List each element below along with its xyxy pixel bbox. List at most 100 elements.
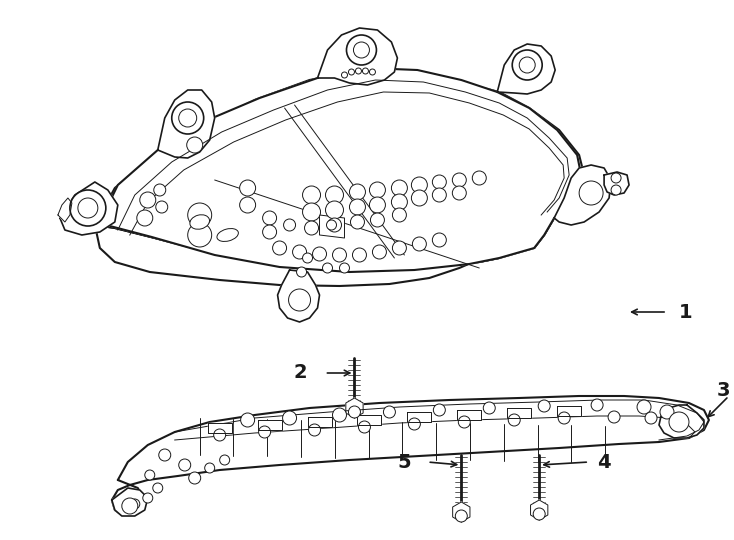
Circle shape (458, 416, 470, 428)
Circle shape (660, 405, 674, 419)
Circle shape (369, 69, 375, 75)
Circle shape (608, 411, 620, 423)
Circle shape (358, 421, 371, 433)
Circle shape (669, 412, 689, 432)
Text: 2: 2 (294, 363, 308, 382)
Circle shape (391, 194, 407, 210)
Circle shape (130, 499, 139, 509)
Circle shape (341, 72, 347, 78)
Circle shape (153, 483, 163, 493)
Polygon shape (554, 165, 611, 225)
Circle shape (483, 402, 495, 414)
Circle shape (188, 223, 211, 247)
Circle shape (205, 463, 214, 473)
Circle shape (432, 188, 446, 202)
Circle shape (263, 211, 277, 225)
Circle shape (325, 201, 344, 219)
Polygon shape (308, 417, 332, 427)
Circle shape (432, 175, 446, 189)
Circle shape (455, 510, 468, 522)
Circle shape (297, 267, 307, 277)
Polygon shape (112, 488, 148, 516)
Circle shape (579, 181, 603, 205)
Ellipse shape (190, 215, 209, 230)
Circle shape (283, 219, 296, 231)
Circle shape (188, 203, 211, 227)
Circle shape (263, 225, 277, 239)
Text: 1: 1 (679, 302, 693, 321)
Circle shape (189, 472, 200, 484)
Circle shape (349, 184, 366, 200)
Circle shape (179, 459, 191, 471)
Circle shape (371, 213, 385, 227)
Circle shape (333, 408, 346, 422)
Circle shape (645, 412, 657, 424)
Circle shape (302, 253, 313, 263)
Polygon shape (318, 28, 397, 85)
Circle shape (179, 109, 197, 127)
Circle shape (302, 203, 321, 221)
Circle shape (349, 199, 366, 215)
Circle shape (288, 289, 310, 311)
Circle shape (363, 68, 368, 74)
Circle shape (70, 190, 106, 226)
Circle shape (145, 470, 155, 480)
Polygon shape (95, 70, 584, 270)
Circle shape (512, 50, 542, 80)
Circle shape (139, 192, 156, 208)
Circle shape (313, 247, 327, 261)
Circle shape (340, 263, 349, 273)
Text: 4: 4 (597, 453, 611, 471)
Circle shape (153, 184, 166, 196)
Circle shape (433, 404, 446, 416)
Circle shape (258, 426, 271, 438)
Circle shape (327, 218, 341, 232)
Circle shape (308, 424, 321, 436)
Polygon shape (208, 423, 232, 433)
Polygon shape (507, 408, 531, 418)
Circle shape (591, 399, 603, 411)
Circle shape (78, 198, 98, 218)
Polygon shape (557, 406, 581, 416)
Circle shape (186, 137, 203, 153)
Circle shape (393, 208, 407, 222)
Text: 3: 3 (717, 381, 730, 400)
Polygon shape (659, 405, 704, 438)
Circle shape (369, 182, 385, 198)
Text: 5: 5 (398, 453, 411, 471)
Circle shape (143, 493, 153, 503)
Circle shape (302, 186, 321, 204)
Circle shape (122, 498, 138, 514)
Polygon shape (604, 172, 629, 195)
Polygon shape (258, 420, 282, 430)
Circle shape (346, 35, 377, 65)
Circle shape (322, 263, 333, 273)
Circle shape (355, 68, 361, 74)
Polygon shape (357, 415, 382, 425)
Polygon shape (346, 398, 363, 418)
Circle shape (354, 42, 369, 58)
Circle shape (413, 237, 426, 251)
Circle shape (452, 186, 466, 200)
Circle shape (214, 429, 225, 441)
Circle shape (369, 197, 385, 213)
Circle shape (293, 245, 307, 259)
Polygon shape (277, 270, 319, 322)
Circle shape (156, 201, 168, 213)
Circle shape (452, 173, 466, 187)
Circle shape (219, 455, 230, 465)
Polygon shape (407, 412, 432, 422)
Circle shape (411, 190, 427, 206)
Polygon shape (112, 396, 709, 515)
Circle shape (432, 233, 446, 247)
Circle shape (372, 245, 386, 259)
Polygon shape (58, 198, 72, 222)
Circle shape (325, 186, 344, 204)
Polygon shape (100, 68, 581, 272)
Circle shape (241, 413, 255, 427)
Circle shape (383, 406, 396, 418)
Circle shape (352, 248, 366, 262)
Circle shape (283, 411, 297, 425)
Circle shape (411, 177, 427, 193)
Circle shape (611, 185, 621, 195)
